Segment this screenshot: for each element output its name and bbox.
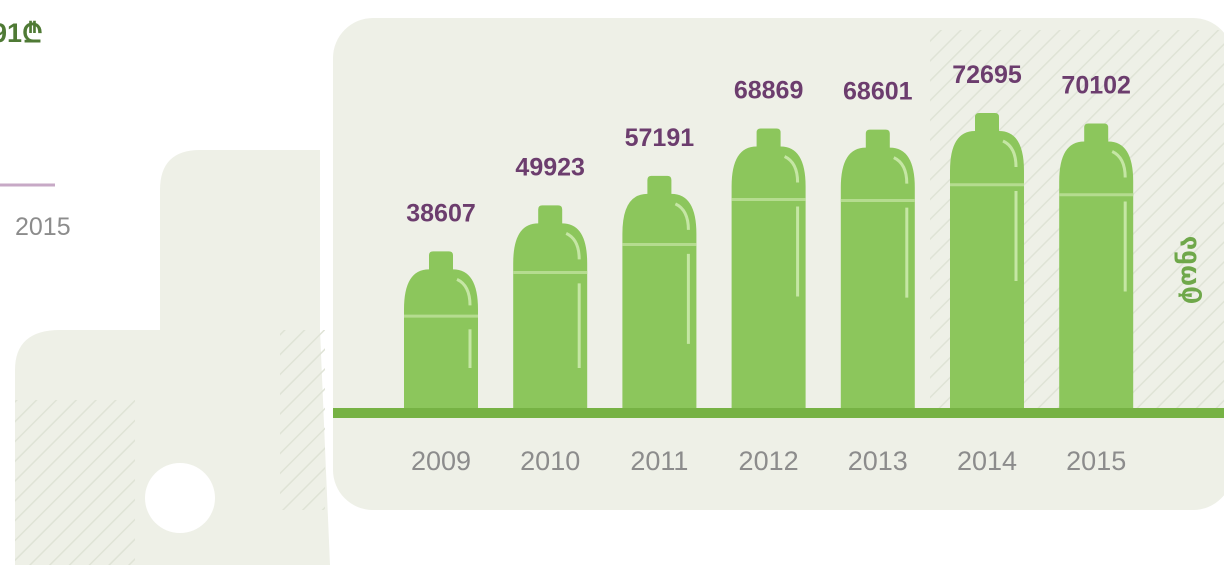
x-tick-label: 2012 bbox=[739, 446, 799, 476]
wheel bbox=[145, 463, 215, 533]
value-label: 57191 bbox=[625, 124, 695, 152]
value-label: 72695 bbox=[952, 61, 1022, 89]
chart: 91₾ 2015 ტონა 38607 2009 49923 2010 57191 201… bbox=[0, 0, 1224, 565]
page: 91₾ 2015 ტონა 38607 2009 49923 2010 57191 201… bbox=[0, 0, 1224, 565]
value-label: 68601 bbox=[843, 78, 913, 106]
cylinder bbox=[950, 113, 1024, 408]
year: 2015 bbox=[15, 213, 71, 241]
amount: 91₾ bbox=[0, 18, 43, 48]
x-tick-label: 2011 bbox=[630, 446, 688, 476]
x-tick-label: 2013 bbox=[848, 446, 908, 476]
x-tick-label: 2015 bbox=[1066, 446, 1126, 476]
wheel bbox=[1000, 510, 1150, 565]
truck bbox=[15, 18, 1224, 565]
cylinder bbox=[404, 251, 478, 408]
hatch bbox=[15, 400, 135, 565]
x-tick-label: 2010 bbox=[520, 446, 580, 476]
baseline bbox=[333, 408, 1224, 418]
x-tick-label: 2009 bbox=[411, 446, 471, 476]
unit-label: ტონა bbox=[1173, 236, 1203, 305]
cylinder bbox=[1059, 124, 1133, 408]
hatch bbox=[280, 330, 325, 510]
value-label: 49923 bbox=[515, 153, 585, 181]
cylinder bbox=[513, 205, 587, 408]
value-label: 70102 bbox=[1061, 72, 1131, 100]
value-label: 38607 bbox=[406, 199, 476, 227]
value-label: 68869 bbox=[734, 77, 804, 105]
x-tick-label: 2014 bbox=[957, 446, 1017, 476]
